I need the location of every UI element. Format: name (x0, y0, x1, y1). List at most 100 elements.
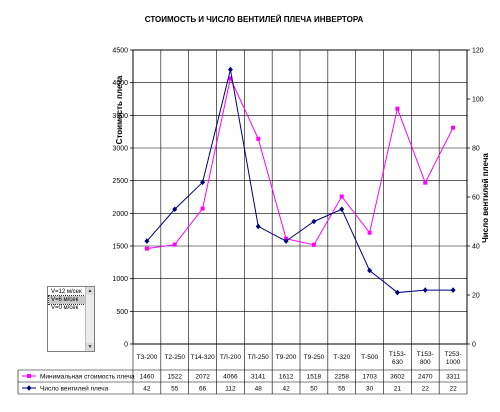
table-cell: 3602 (390, 374, 405, 381)
table-cell: 42 (143, 386, 151, 393)
speed-list: V=12 м/сек V=6 м/сек V=0 м/сек (48, 288, 86, 312)
scroll-up-icon[interactable]: ▲ (86, 287, 94, 295)
y-tick-label-left: 500 (116, 309, 128, 316)
chart-title: СТОИМОСТЬ И ЧИСЛО ВЕНТИЛЕЙ ПЛЕЧА ИНВЕРТО… (145, 15, 364, 24)
table-cell: 55 (338, 386, 346, 393)
y-tick-label-right: 80 (472, 146, 480, 153)
y-tick-label-left: 3500 (112, 113, 128, 120)
data-point (422, 287, 428, 293)
y-tick-label-right: 60 (472, 195, 480, 202)
data-point (172, 206, 178, 213)
y-tick-label-right: 40 (472, 244, 480, 251)
table-cell: 1460 (140, 374, 155, 381)
grid (132, 49, 468, 394)
x-tick-label: Т14-320 (190, 354, 215, 361)
table-cell: 1518 (307, 374, 322, 381)
y-axis-right-ticks: 0 20 40 60 80 100 120 (467, 48, 484, 349)
y-axis-left-ticks: 0 500 1000 1500 2000 2500 3000 3500 4000 4500 (112, 48, 133, 349)
legend-entry: Число вентилей плеча (40, 385, 109, 393)
table-cell: 2470 (418, 374, 433, 381)
table-cell: 2072 (195, 374, 210, 381)
table-cell: 3311 (446, 374, 460, 381)
y-axis-right-label: Число вентилей плеча (481, 153, 490, 243)
table-cell: 1612 (279, 374, 294, 381)
data-point (450, 287, 456, 293)
x-tick-label: Т-500 (361, 354, 378, 361)
data-point (451, 125, 456, 130)
table-cell: 1703 (362, 374, 377, 381)
data-point (144, 238, 150, 244)
data-point (283, 238, 289, 244)
listbox-scrollbar[interactable]: ▲ ▼ (85, 287, 94, 351)
table-cell: 30 (366, 386, 374, 393)
table-cell: 55 (171, 386, 179, 393)
table-cell: 42 (282, 386, 290, 393)
x-tick-label: ТЗ-200 (136, 354, 157, 361)
table-cell: 48 (255, 386, 263, 393)
legend-key-marker (27, 374, 31, 378)
table-cell: 1522 (168, 374, 183, 381)
table-cell: 66 (199, 386, 207, 393)
x-tick-label: Т9-200 (276, 354, 297, 361)
x-tick-label: ТЛ-200 (220, 354, 241, 361)
data-point (200, 179, 206, 186)
speed-listbox[interactable]: V=12 м/сек V=6 м/сек V=0 м/сек ▲ ▼ (47, 286, 95, 352)
y-tick-label-right: 0 (472, 342, 476, 349)
data-point (395, 106, 400, 111)
table-cell: 4066 (223, 374, 238, 381)
data-point (367, 230, 372, 235)
y-tick-label-left: 2500 (112, 178, 128, 185)
data-point (228, 76, 233, 81)
data-point (394, 289, 400, 296)
table-cell: 50 (310, 386, 318, 393)
data-point (423, 180, 428, 185)
table-cell: 22 (422, 386, 430, 393)
x-tick-label: Т9-250 (304, 354, 325, 361)
data-point (339, 194, 344, 199)
y-tick-label-left: 1000 (112, 276, 128, 283)
data-point (144, 246, 149, 251)
series-cost (144, 76, 456, 251)
y-tick-label-right: 100 (472, 97, 484, 104)
x-tick-label: Т-320 (333, 354, 350, 361)
data-point (339, 206, 345, 213)
table-cell: 22 (449, 386, 457, 393)
series-count (144, 66, 456, 296)
x-tick-label: ТЛ-250 (248, 354, 269, 361)
data-point (200, 206, 205, 211)
data-point (311, 242, 316, 247)
x-tick-label: Т253-1000 (445, 351, 462, 366)
y-tick-label-left: 4500 (112, 48, 128, 55)
legend-key-marker (26, 385, 32, 391)
list-item-speed-6[interactable]: V=6 м/сек (48, 295, 86, 305)
y-tick-label-left: 2000 (112, 211, 128, 218)
table-cell: 2258 (335, 374, 350, 381)
x-tick-label: Т2-250 (164, 354, 185, 361)
data-point (367, 267, 373, 274)
y-tick-label-right: 120 (472, 48, 484, 55)
series-cost-line (146, 76, 454, 250)
table-cell: 21 (394, 386, 402, 393)
y-axis-left-label: Стоимость плеча (115, 75, 124, 144)
legend-entry: Минимальная стоимость плеча (40, 374, 135, 381)
x-tick-label: Т153-800 (417, 351, 434, 366)
scroll-down-icon[interactable]: ▼ (86, 343, 94, 351)
y-tick-label-left: 4000 (112, 80, 128, 87)
y-tick-label-left: 1500 (112, 244, 128, 251)
data-table: Минимальная стоимость плеча 1460 1522 2072 4… (17, 369, 467, 395)
axes: ТЗ-200 Т2-250 Т14-320 ТЛ-200 ТЛ-250 Т9-200 Т9-… (132, 49, 468, 366)
data-point (256, 136, 261, 141)
y-tick-label-left: 3000 (112, 146, 128, 153)
y-tick-label-left: 0 (124, 342, 128, 349)
x-tick-label: Т153-630 (389, 351, 406, 366)
list-item-speed-0[interactable]: V=0 м/сек (51, 305, 79, 311)
data-point (172, 242, 177, 247)
y-tick-label-right: 20 (472, 293, 480, 300)
data-point (311, 218, 317, 225)
data-point (255, 223, 261, 230)
table-cell: 3141 (251, 374, 266, 381)
data-point (227, 66, 233, 73)
table-cell: 112 (225, 386, 236, 393)
list-item-speed-12[interactable]: V=12 м/сек (51, 289, 82, 295)
